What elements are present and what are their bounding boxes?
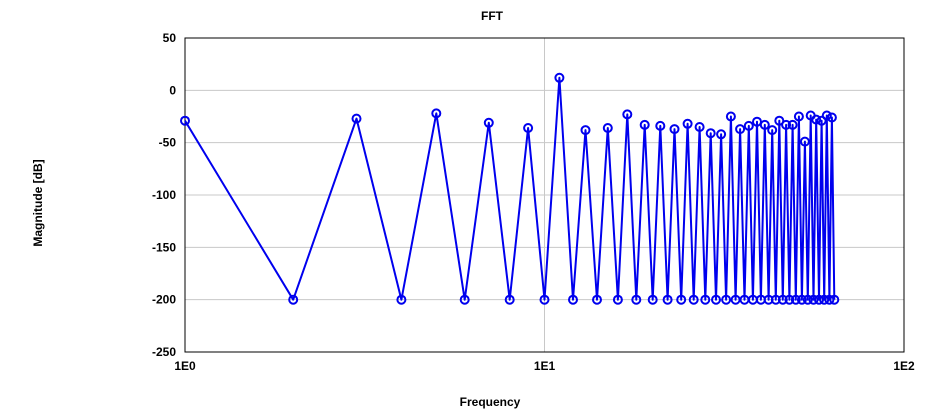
- data-point: [580, 125, 591, 136]
- data-point: [802, 294, 813, 305]
- x-tick-label: 1E1: [534, 359, 556, 373]
- data-point: [743, 120, 754, 131]
- data-point: [821, 110, 832, 121]
- data-point: [602, 123, 613, 133]
- data-point: [662, 294, 673, 305]
- data-point: [721, 294, 732, 305]
- data-point: [735, 124, 746, 135]
- data-point: [631, 294, 642, 305]
- data-point: [777, 294, 788, 305]
- series-layer: [180, 72, 840, 305]
- data-point: [829, 294, 840, 305]
- y-axis-label: Magnitude [dB]: [31, 159, 45, 246]
- data-point: [539, 294, 550, 305]
- y-tick-label: 50: [163, 31, 177, 45]
- data-point: [814, 294, 824, 305]
- data-point: [669, 124, 680, 135]
- data-point: [655, 120, 666, 131]
- data-point: [826, 112, 837, 123]
- grid: [185, 38, 904, 352]
- plot-area-frame: [184, 37, 905, 353]
- data-point: [819, 294, 830, 305]
- x-axis-ticks: 1E0 1E1 1E2: [174, 359, 915, 373]
- data-point: [799, 136, 810, 147]
- data-point: [554, 72, 565, 83]
- data-point: [676, 294, 687, 305]
- y-tick-label: -50: [159, 136, 177, 150]
- y-tick-label: -200: [152, 293, 176, 307]
- y-tick-label: -100: [152, 188, 176, 202]
- chart-title: FFT: [481, 9, 504, 23]
- data-point: [622, 109, 633, 120]
- series-line: [184, 76, 836, 301]
- x-tick-label: 1E2: [893, 359, 915, 373]
- data-point: [705, 128, 716, 139]
- data-point: [504, 294, 515, 305]
- data-point: [523, 123, 534, 133]
- data-point: [790, 294, 801, 305]
- data-point: [767, 125, 778, 136]
- y-axis-ticks: 50 0 -50 -100 -150 -200 -250: [152, 31, 176, 359]
- data-point: [694, 122, 705, 132]
- x-tick-label: 1E0: [174, 359, 196, 373]
- data-point: [700, 294, 711, 305]
- data-point: [793, 111, 804, 122]
- y-tick-label: 0: [169, 83, 176, 97]
- data-point: [816, 115, 827, 126]
- data-point: [711, 294, 721, 305]
- data-point: [781, 119, 792, 130]
- y-tick-label: -250: [152, 345, 176, 359]
- data-point: [808, 294, 819, 305]
- data-point: [824, 294, 835, 305]
- data-point: [811, 114, 822, 125]
- y-tick-label: -150: [152, 240, 176, 254]
- data-point: [688, 294, 699, 305]
- data-point: [180, 115, 190, 126]
- data-point: [431, 108, 442, 119]
- data-point: [568, 294, 578, 305]
- data-point: [716, 129, 727, 140]
- data-point: [682, 118, 693, 129]
- data-point: [774, 115, 785, 126]
- data-point: [483, 117, 494, 128]
- data-point: [612, 294, 623, 305]
- data-point: [647, 294, 658, 305]
- data-point: [759, 119, 770, 130]
- data-point: [639, 119, 650, 130]
- x-axis-label: Frequency: [460, 395, 521, 409]
- data-point: [784, 294, 795, 305]
- data-point: [288, 294, 299, 305]
- data-point: [459, 294, 470, 305]
- data-point: [592, 294, 602, 305]
- data-point: [796, 294, 807, 305]
- data-point: [351, 113, 362, 124]
- data-point: [396, 294, 407, 305]
- data-point: [725, 111, 736, 122]
- data-point: [787, 119, 798, 130]
